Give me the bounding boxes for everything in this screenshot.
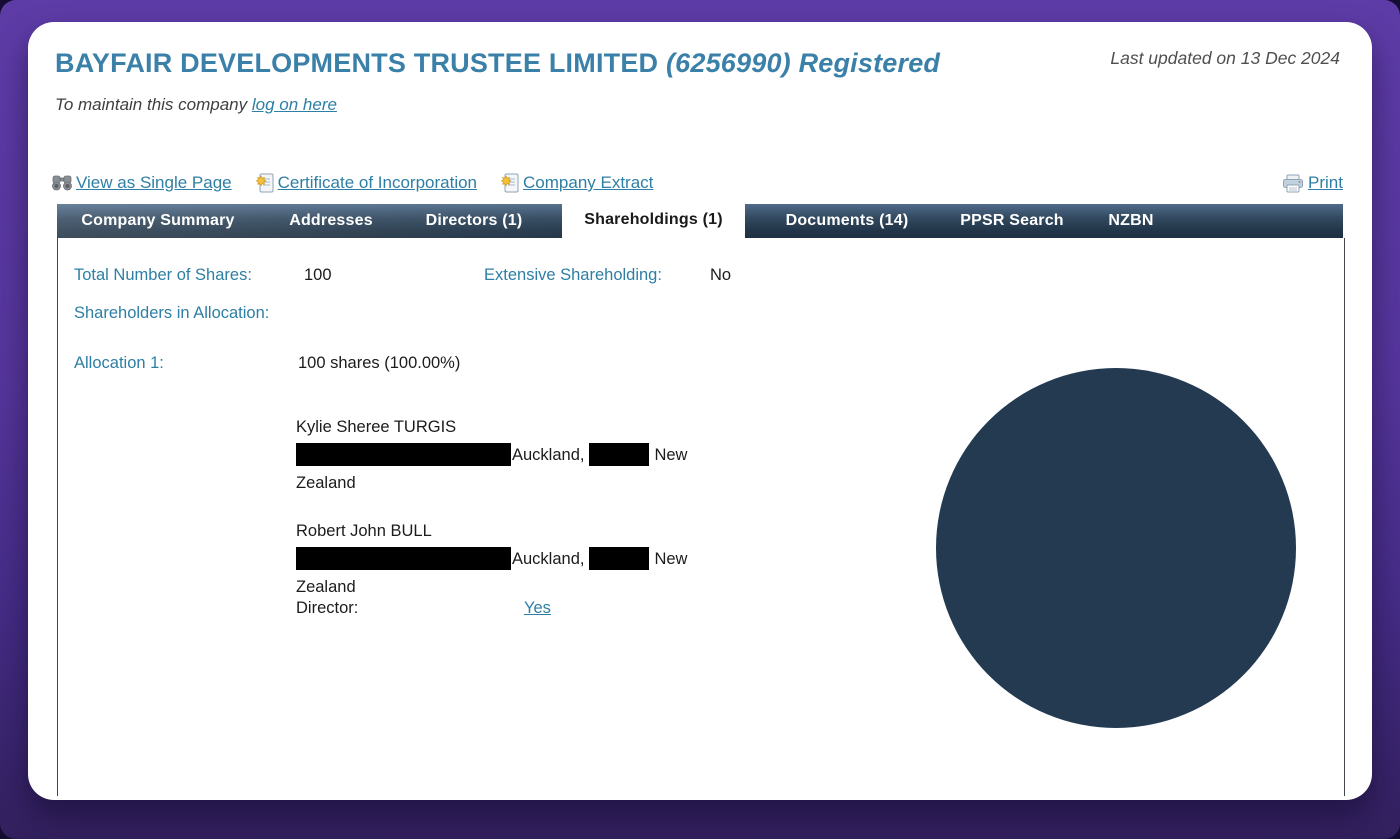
maintain-text: To maintain this company [55,95,252,114]
shareholders-in-allocation-label: Shareholders in Allocation: [74,304,270,322]
shareholder-2-country-start: New [654,550,688,568]
redacted-address-bar [296,547,511,570]
company-extract-link[interactable]: Company Extract [500,173,654,193]
page-title: BAYFAIR DEVELOPMENTS TRUSTEE LIMITED (62… [55,48,940,79]
extensive-shareholding-label: Extensive Shareholding: [484,266,662,284]
shareholder-2-address-line: Auckland, New [296,545,687,573]
shareholder-2-city: Auckland, [512,550,585,568]
redacted-address-bar [296,443,511,466]
tab-documents[interactable]: Documents (14) [785,212,909,229]
toolbar: View as Single Page Certificate of Incor… [52,168,1343,198]
shareholder-1-country-start: New [654,446,688,464]
tab-addresses[interactable]: Addresses [289,212,373,229]
tab-company-summary[interactable]: Company Summary [81,212,235,229]
shareholder-1-city: Auckland, [512,446,585,464]
tab-shareholdings-active[interactable]: Shareholdings (1) [562,202,745,238]
extract-document-icon [500,173,519,193]
certificate-of-incorporation-label: Certificate of Incorporation [277,173,478,192]
tab-bar: Company Summary Addresses Directors (1) … [57,202,1343,238]
tab-directors[interactable]: Directors (1) [425,212,523,229]
company-extract-label: Company Extract [523,173,654,192]
tab-nzbn[interactable]: NZBN [1108,212,1154,229]
shareholder-1-country-wrap: Zealand [296,474,356,492]
print-link[interactable]: Print [1282,173,1343,193]
maintain-company-line: To maintain this company log on here [55,95,337,115]
view-single-page-link[interactable]: View as Single Page [52,173,232,193]
total-shares-value: 100 [304,266,332,284]
binoculars-icon [52,175,72,191]
director-yes-link[interactable]: Yes [524,599,551,617]
certificate-document-icon [255,173,274,193]
director-label: Director: [296,599,359,617]
redacted-postcode-bar [589,547,650,570]
company-name: BAYFAIR DEVELOPMENTS TRUSTEE LIMITED [55,48,659,78]
printer-icon [1282,174,1304,193]
redacted-postcode-bar [589,443,650,466]
last-updated-text: Last updated on 13 Dec 2024 [1110,48,1340,68]
tab-ppsr-search[interactable]: PPSR Search [960,212,1064,229]
shareholder-2: Robert John BULL Auckland, New Zealand [296,517,687,601]
company-page-card: BAYFAIR DEVELOPMENTS TRUSTEE LIMITED (62… [28,22,1372,800]
print-label: Print [1308,173,1343,192]
shareholder-2-name: Robert John BULL [296,522,432,540]
allocation-1-label: Allocation 1: [74,354,164,372]
allocation-1-value: 100 shares (100.00%) [298,354,461,372]
shareholder-1: Kylie Sheree TURGIS Auckland, New Zealand [296,413,687,497]
shareholder-1-address-line: Auckland, New [296,441,687,469]
certificate-of-incorporation-link[interactable]: Certificate of Incorporation [255,173,478,193]
redaction-circle [936,368,1296,728]
log-on-here-link[interactable]: log on here [251,95,337,114]
company-number-status: (6256990) Registered [658,48,941,78]
shareholdings-panel: Total Number of Shares: 100 Extensive Sh… [57,238,1345,796]
extensive-shareholding-value: No [710,266,732,284]
shareholder-1-name: Kylie Sheree TURGIS [296,418,457,436]
shareholder-2-country-wrap: Zealand [296,578,356,596]
view-single-page-label: View as Single Page [76,173,232,192]
total-shares-label: Total Number of Shares: [74,266,252,284]
